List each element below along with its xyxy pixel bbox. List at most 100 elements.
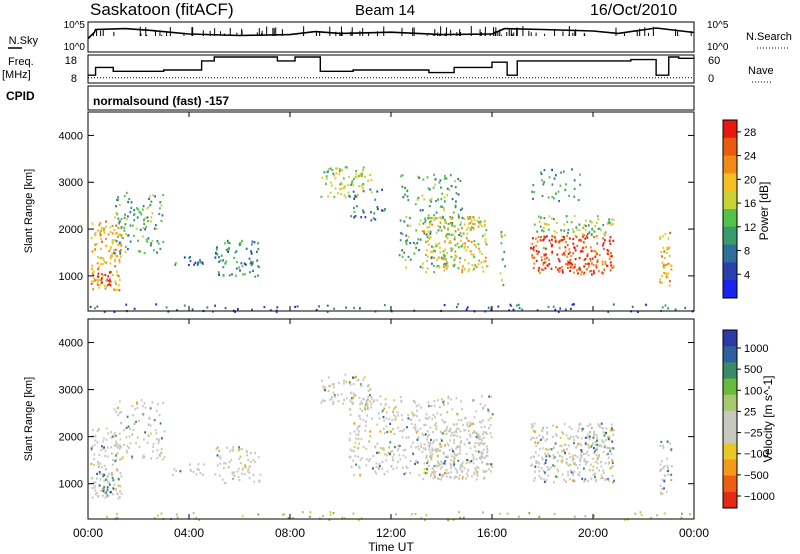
power-cell xyxy=(611,266,614,269)
velocity-cell xyxy=(112,487,115,490)
velocity-cell xyxy=(541,447,544,450)
velocity-cell xyxy=(534,470,536,473)
power-cell xyxy=(119,251,122,254)
power-cell xyxy=(96,283,99,286)
power-cell xyxy=(591,273,593,276)
power-cell xyxy=(117,235,119,238)
power-cell xyxy=(333,174,335,177)
velocity-cell xyxy=(440,460,442,463)
velocity-cell xyxy=(666,470,668,473)
velocity-cell xyxy=(663,480,666,483)
velocity-cell xyxy=(120,446,122,449)
velocity-cell xyxy=(215,448,218,451)
velocity-cell xyxy=(572,473,574,476)
time-x-axis: 00:00 04:00 08:00 12:00 16:00 20:00 00:00 xyxy=(73,112,709,540)
velocity-cell xyxy=(661,487,663,491)
velocity-cell xyxy=(587,433,589,436)
power-cell xyxy=(235,267,238,270)
velocity-cell xyxy=(409,472,412,475)
power-cell xyxy=(422,222,425,225)
velocity-cell xyxy=(592,465,595,468)
velocity-cell xyxy=(483,443,485,446)
power-cell xyxy=(448,233,450,236)
power-cell xyxy=(417,175,419,178)
power-cell xyxy=(438,242,441,245)
power-cell xyxy=(119,253,122,256)
velocity-ytick-label: 2000 xyxy=(59,432,83,444)
power-cell xyxy=(543,222,546,225)
power-cell xyxy=(115,205,117,208)
power-cell xyxy=(574,249,577,252)
velocity-cell xyxy=(453,464,455,467)
velocity-cell xyxy=(334,395,336,399)
power-cell xyxy=(125,218,128,221)
power-cell xyxy=(467,226,470,229)
velocity-cell xyxy=(570,471,573,474)
velocity-cell xyxy=(252,458,255,462)
power-cell xyxy=(482,235,484,238)
velocity-cell xyxy=(365,420,367,423)
velocity-cell xyxy=(365,464,368,467)
velocity-cell xyxy=(447,519,449,522)
power-cell xyxy=(538,220,541,223)
velocity-cell xyxy=(478,435,481,438)
power-cell xyxy=(432,264,435,268)
velocity-cell xyxy=(410,445,413,448)
velocity-cell xyxy=(353,445,356,449)
power-cell xyxy=(346,166,348,169)
velocity-cell xyxy=(119,438,122,441)
power-cell xyxy=(480,261,483,264)
power-cell xyxy=(103,232,106,235)
power-cell xyxy=(362,211,365,214)
power-cell xyxy=(604,260,607,264)
velocity-cell xyxy=(324,399,326,403)
velocity-cell xyxy=(482,477,485,480)
power-cell xyxy=(276,306,279,309)
velocity-cell xyxy=(254,452,256,455)
power-cell xyxy=(532,237,534,240)
velocity-cell xyxy=(467,459,470,462)
velocity-cell xyxy=(543,478,545,481)
velocity-cell xyxy=(409,419,412,422)
velocity-cell xyxy=(94,481,97,484)
velocity-cell xyxy=(348,381,351,384)
power-cell xyxy=(552,305,555,308)
velocity-colorbar-tick-label: 25 xyxy=(744,406,756,418)
velocity-cell xyxy=(490,435,493,439)
velocity-cell xyxy=(473,429,476,433)
velocity-cell xyxy=(136,407,139,410)
power-cell xyxy=(137,208,140,211)
beam-title: Beam 14 xyxy=(355,2,415,19)
power-cell xyxy=(109,255,112,258)
velocity-cell xyxy=(446,442,449,445)
velocity-cell xyxy=(506,512,509,515)
power-cell xyxy=(659,281,661,284)
power-cell xyxy=(427,230,430,233)
power-cell xyxy=(442,257,445,260)
power-cell xyxy=(139,228,142,231)
power-cell xyxy=(548,258,550,261)
velocity-cell xyxy=(481,395,483,398)
velocity-cell xyxy=(476,472,479,476)
velocity-cell xyxy=(486,454,489,457)
power-cell xyxy=(590,262,593,265)
velocity-cell xyxy=(556,476,559,479)
velocity-cell xyxy=(115,453,118,456)
power-cell xyxy=(553,177,556,180)
power-cell xyxy=(332,172,335,175)
power-cell xyxy=(95,278,98,282)
power-cell xyxy=(415,229,418,232)
velocity-cell xyxy=(93,486,96,489)
velocity-cell xyxy=(357,378,360,381)
velocity-cell xyxy=(92,481,95,484)
power-cell xyxy=(502,284,505,287)
velocity-cell xyxy=(192,470,195,473)
velocity-cell xyxy=(431,442,434,445)
velocity-cell xyxy=(302,511,304,514)
velocity-cell xyxy=(331,383,334,386)
velocity-cell xyxy=(660,491,662,494)
power-cell xyxy=(145,225,147,229)
velocity-cell xyxy=(579,422,582,425)
velocity-cell xyxy=(441,432,444,435)
power-cell xyxy=(405,216,408,219)
